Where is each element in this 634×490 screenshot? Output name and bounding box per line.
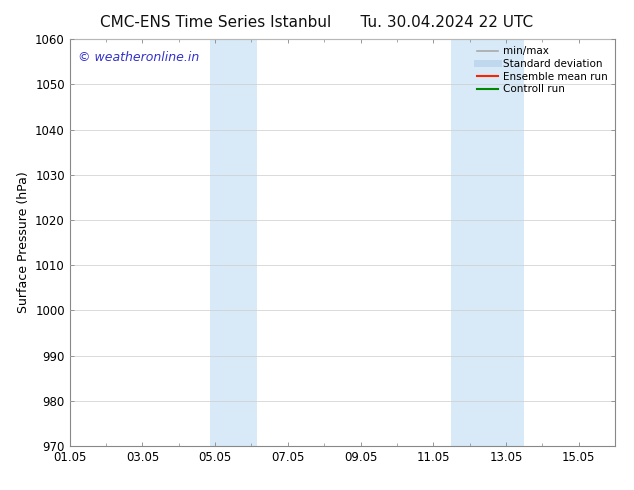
Text: © weatheronline.in: © weatheronline.in [78,51,199,64]
Y-axis label: Surface Pressure (hPa): Surface Pressure (hPa) [16,172,30,314]
Bar [210,39,257,446]
Bar [451,39,524,446]
Text: CMC-ENS Time Series Istanbul      Tu. 30.04.2024 22 UTC: CMC-ENS Time Series Istanbul Tu. 30.04.2… [100,15,534,30]
Legend: min/max, Standard deviation, Ensemble mean run, Controll run: min/max, Standard deviation, Ensemble me… [473,42,612,98]
